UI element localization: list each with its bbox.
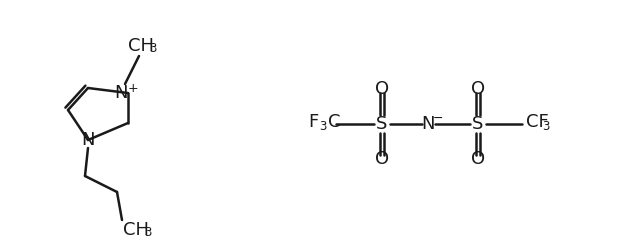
- Text: S: S: [472, 115, 484, 133]
- Text: +: +: [128, 82, 138, 94]
- Text: O: O: [471, 80, 485, 98]
- Text: 3: 3: [149, 42, 157, 56]
- Text: C: C: [328, 113, 340, 131]
- Text: −: −: [433, 112, 444, 124]
- Text: F: F: [308, 113, 318, 131]
- Text: S: S: [376, 115, 388, 133]
- Text: CH: CH: [128, 37, 154, 55]
- Text: O: O: [375, 150, 389, 168]
- Text: CF: CF: [526, 113, 548, 131]
- Text: 3: 3: [319, 120, 326, 132]
- Text: 3: 3: [542, 120, 549, 132]
- Text: CH: CH: [123, 221, 149, 239]
- Text: O: O: [471, 150, 485, 168]
- Text: O: O: [375, 80, 389, 98]
- Text: N: N: [81, 131, 95, 149]
- Text: N: N: [421, 115, 435, 133]
- Text: 3: 3: [144, 226, 152, 240]
- Text: N: N: [115, 84, 128, 102]
